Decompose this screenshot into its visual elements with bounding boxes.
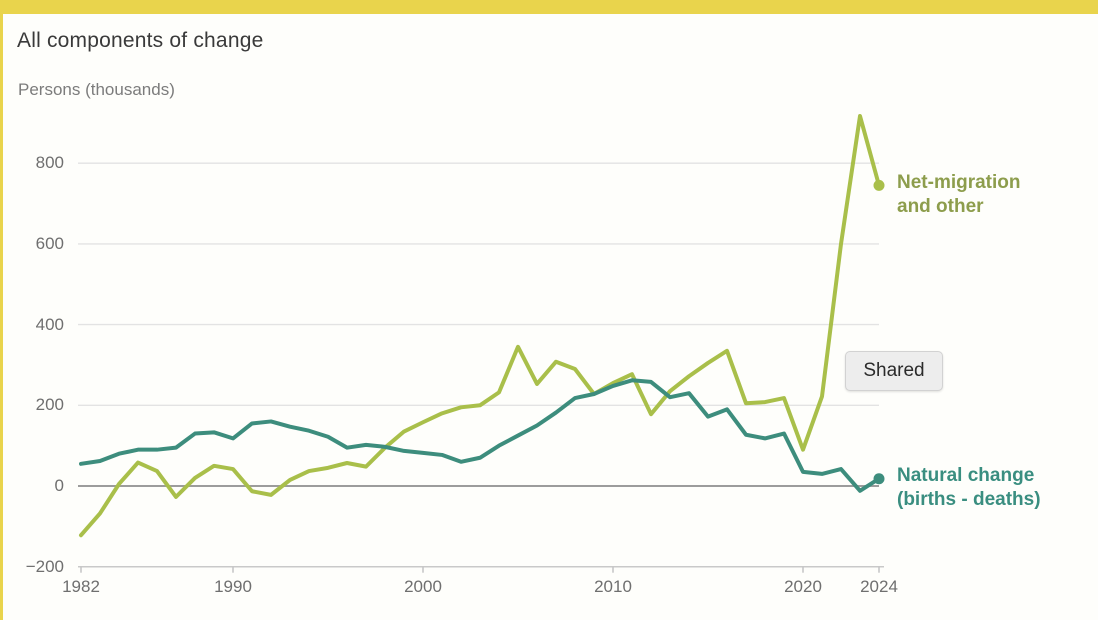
- left-accent-bar: [0, 14, 3, 620]
- x-tick-label: 1982: [62, 577, 100, 596]
- y-tick-label: 400: [35, 314, 64, 334]
- natural-change-line[interactable]: [79, 378, 881, 493]
- legend-net-migration-line1: Net-migration: [897, 172, 1021, 193]
- shared-tooltip-label: Shared: [863, 360, 925, 381]
- x-tick-label: 2024: [860, 577, 898, 596]
- x-tick-label: 2000: [404, 577, 442, 596]
- x-tick-label: 2010: [594, 577, 632, 596]
- x-tick-label: 2020: [784, 577, 822, 596]
- y-tick-label: 600: [35, 233, 64, 253]
- page-title: All components of change: [17, 29, 264, 52]
- legend-net-migration-line2: and other: [897, 196, 984, 217]
- shared-tooltip[interactable]: Shared: [845, 351, 943, 391]
- y-tick-label: 0: [54, 476, 64, 495]
- y-tick-label: 200: [35, 395, 64, 415]
- y-tick-label: −200: [25, 556, 64, 576]
- x-tick-label: 1990: [214, 577, 252, 596]
- net-migration-line[interactable]: [79, 113, 881, 538]
- legend-net-migration: Net-migration and other: [897, 171, 1021, 219]
- top-accent-bar: [0, 0, 1098, 14]
- natural-change-end-dot: [873, 473, 885, 485]
- legend-natural-change: Natural change (births - deaths): [897, 464, 1041, 512]
- net-migration-end-dot: [873, 179, 885, 191]
- legend-natural-change-line2: (births - deaths): [897, 489, 1041, 510]
- y-tick-label: 800: [35, 153, 64, 173]
- axis-unit-label: Persons (thousands): [18, 80, 175, 99]
- legend-natural-change-line1: Natural change: [897, 465, 1035, 486]
